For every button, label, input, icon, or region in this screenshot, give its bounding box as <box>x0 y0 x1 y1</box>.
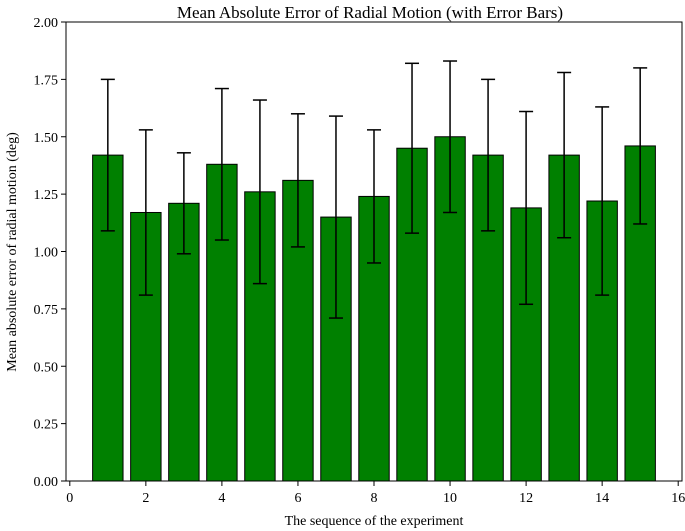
x-tick-label: 4 <box>218 491 225 506</box>
error-bar <box>176 152 191 255</box>
error-bar <box>138 129 153 296</box>
x-tick-label: 12 <box>519 491 533 506</box>
x-axis-label: The sequence of the experiment <box>285 514 464 529</box>
error-bar <box>100 78 115 232</box>
y-axis: 0.00 0.25 0.50 0.75 1.00 1.25 1.50 1.75 2.00 <box>34 16 66 490</box>
error-bar <box>214 87 229 241</box>
error-bar <box>405 62 420 234</box>
error-bar <box>290 113 305 248</box>
error-bar <box>633 67 648 225</box>
x-tick-label: 2 <box>142 491 149 506</box>
y-tick-label: 2.00 <box>34 16 59 31</box>
y-tick-label: 1.75 <box>34 73 59 88</box>
x-tick-label: 14 <box>595 491 609 506</box>
error-bar <box>252 99 267 285</box>
y-axis-label: Mean absolute error of radial motion (de… <box>5 132 20 372</box>
x-tick-label: 8 <box>371 491 378 506</box>
error-bars-group <box>100 60 648 319</box>
error-bar <box>443 60 458 214</box>
y-tick-label: 1.00 <box>34 246 59 261</box>
error-bar <box>367 129 381 264</box>
plot-frame <box>65 21 683 482</box>
y-tick-label: 0.75 <box>34 303 59 318</box>
x-tick-label: 10 <box>443 491 457 506</box>
x-tick-label: 16 <box>671 491 685 506</box>
bar <box>206 163 238 482</box>
y-tick-label: 0.25 <box>34 418 59 433</box>
y-tick-label: 1.50 <box>34 131 59 146</box>
error-bar <box>557 71 572 239</box>
error-bar <box>328 115 343 319</box>
error-bar <box>481 78 496 232</box>
error-bar <box>519 110 534 306</box>
error-bar <box>595 106 610 296</box>
chart-title: Mean Absolute Error of Radial Motion (wi… <box>177 3 563 22</box>
y-tick-label: 0.50 <box>34 360 59 375</box>
x-axis: 0 2 4 6 8 10 12 14 16 <box>66 481 685 506</box>
x-tick-label: 6 <box>294 491 301 506</box>
x-tick-label: 0 <box>66 491 73 506</box>
y-tick-label: 0.00 <box>34 475 59 490</box>
y-tick-label: 1.25 <box>34 188 59 203</box>
